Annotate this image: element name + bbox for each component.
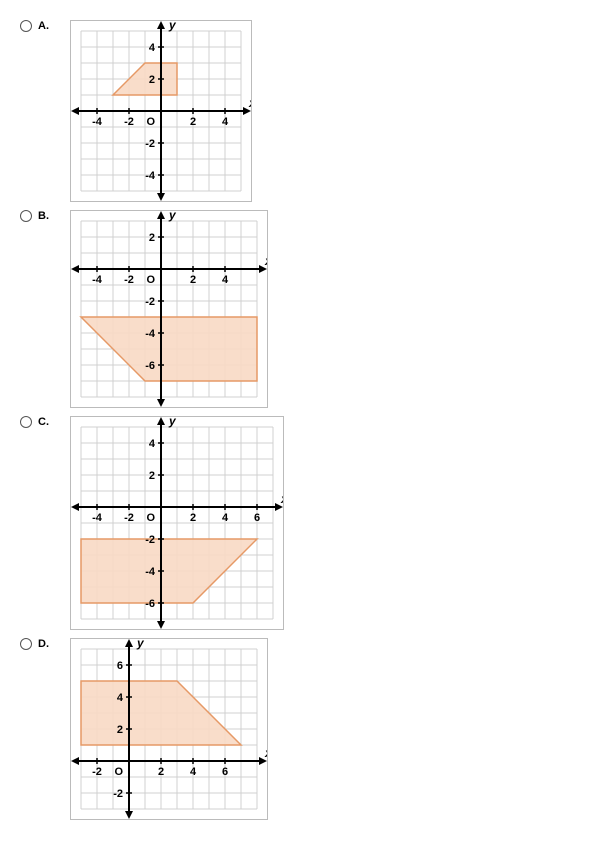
svg-text:-4: -4 — [145, 566, 156, 578]
svg-text:2: 2 — [149, 470, 155, 482]
option-selector[interactable]: D. — [20, 638, 70, 650]
svg-text:6: 6 — [254, 512, 260, 524]
svg-text:2: 2 — [158, 766, 164, 778]
coordinate-graph: -4 -2 2 4 -4 -2 2 4 Oy x — [70, 20, 252, 202]
svg-text:2: 2 — [190, 116, 196, 128]
svg-text:-4: -4 — [145, 328, 156, 340]
option-label: A. — [38, 20, 49, 32]
svg-text:-2: -2 — [124, 274, 134, 286]
svg-text:4: 4 — [149, 42, 156, 54]
svg-text:-4: -4 — [92, 116, 103, 128]
svg-text:x: x — [264, 746, 267, 760]
radio-icon[interactable] — [20, 210, 32, 222]
svg-text:O: O — [146, 512, 155, 524]
radio-icon[interactable] — [20, 416, 32, 428]
option-row: D. -2 2 4 6 -2 2 4 6 Oy x — [20, 638, 592, 820]
svg-text:4: 4 — [222, 116, 229, 128]
option-selector[interactable]: A. — [20, 20, 70, 32]
svg-text:2: 2 — [190, 274, 196, 286]
svg-text:y: y — [168, 417, 177, 428]
svg-text:y: y — [168, 21, 177, 32]
svg-text:y: y — [168, 211, 177, 222]
svg-text:-2: -2 — [145, 296, 155, 308]
svg-text:-4: -4 — [145, 170, 156, 182]
svg-text:4: 4 — [117, 692, 124, 704]
svg-text:-2: -2 — [124, 512, 134, 524]
svg-text:O: O — [114, 766, 123, 778]
svg-text:-4: -4 — [92, 512, 103, 524]
svg-text:O: O — [146, 116, 155, 128]
option-selector[interactable]: C. — [20, 416, 70, 428]
svg-text:6: 6 — [117, 660, 123, 672]
option-selector[interactable]: B. — [20, 210, 70, 222]
svg-text:4: 4 — [222, 274, 229, 286]
options-container: A.-4-224-4-224OyxB.-4-224-6-4-22OyxC.-4-… — [20, 20, 592, 820]
svg-text:2: 2 — [149, 232, 155, 244]
option-label: D. — [38, 638, 49, 650]
option-row: B. -4 -2 2 4 -6 -4 -2 2 Oy x — [20, 210, 592, 408]
svg-text:-4: -4 — [92, 274, 103, 286]
svg-text:-2: -2 — [113, 788, 123, 800]
option-row: A. -4 -2 2 4 -4 -2 2 4 Oy x — [20, 20, 592, 202]
option-label: B. — [38, 210, 49, 222]
svg-text:x: x — [280, 492, 283, 506]
svg-text:x: x — [248, 96, 251, 110]
svg-text:x: x — [264, 254, 267, 268]
svg-text:4: 4 — [222, 512, 229, 524]
svg-text:-6: -6 — [145, 598, 155, 610]
svg-text:-2: -2 — [145, 534, 155, 546]
radio-icon[interactable] — [20, 638, 32, 650]
coordinate-graph: -4 -2 2 4 -6 -4 -2 2 Oy x — [70, 210, 268, 408]
option-row: C. -4 -2 2 4 6 -6 -4 -2 2 4 Oy x — [20, 416, 592, 630]
radio-icon[interactable] — [20, 20, 32, 32]
svg-text:-2: -2 — [124, 116, 134, 128]
svg-text:6: 6 — [222, 766, 228, 778]
option-label: C. — [38, 416, 49, 428]
svg-text:2: 2 — [149, 74, 155, 86]
svg-text:O: O — [146, 274, 155, 286]
svg-text:2: 2 — [117, 724, 123, 736]
svg-text:4: 4 — [149, 438, 156, 450]
svg-text:2: 2 — [190, 512, 196, 524]
svg-text:4: 4 — [190, 766, 197, 778]
svg-text:-2: -2 — [92, 766, 102, 778]
svg-text:-6: -6 — [145, 360, 155, 372]
svg-text:y: y — [136, 639, 145, 650]
coordinate-graph: -2 2 4 6 -2 2 4 6 Oy x — [70, 638, 268, 820]
svg-text:-2: -2 — [145, 138, 155, 150]
coordinate-graph: -4 -2 2 4 6 -6 -4 -2 2 4 Oy x — [70, 416, 284, 630]
